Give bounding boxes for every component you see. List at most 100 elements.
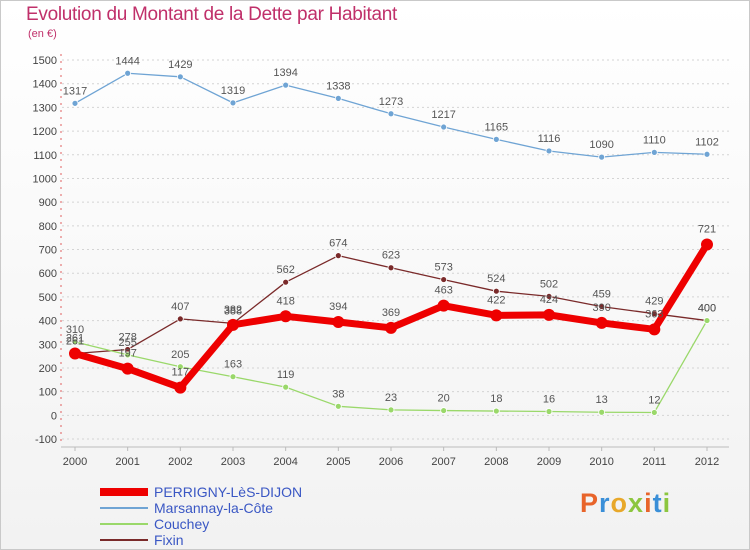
- x-tick-label: 2003: [221, 456, 245, 468]
- data-point: [598, 408, 606, 416]
- logo-letter: i: [662, 488, 672, 518]
- data-label: 429: [645, 296, 663, 308]
- data-label: 400: [698, 303, 716, 315]
- data-label: 1319: [221, 85, 245, 97]
- x-tick-label: 2011: [643, 456, 667, 468]
- logo-letter: i: [644, 488, 653, 518]
- data-label: 459: [592, 289, 610, 301]
- legend-swatch: [100, 539, 148, 541]
- data-label: 261: [66, 332, 84, 344]
- data-label: 400: [698, 303, 716, 315]
- data-point: [387, 264, 395, 272]
- data-label: 1317: [63, 85, 87, 97]
- data-point: [492, 287, 500, 295]
- y-tick-label: 1200: [33, 126, 57, 138]
- data-point: [176, 315, 184, 323]
- x-tick-label: 2012: [695, 456, 719, 468]
- data-label: 1110: [643, 134, 666, 146]
- data-point: [124, 351, 132, 359]
- y-tick-label: 0: [51, 410, 57, 422]
- legend-item: PERRIGNY-LèS-DIJON: [100, 484, 302, 500]
- legend-item: Marsannay-la-Côte: [100, 500, 302, 516]
- logo-letter: r: [599, 488, 611, 518]
- data-label: 18: [490, 393, 502, 405]
- data-point: [545, 408, 553, 415]
- data-point: [440, 276, 448, 283]
- data-label: 1165: [485, 121, 509, 133]
- data-point: [545, 293, 553, 300]
- x-tick-label: 2010: [589, 456, 613, 468]
- data-point: [282, 81, 290, 89]
- data-label: 674: [329, 238, 347, 250]
- data-label: 197: [118, 348, 136, 360]
- data-label: 1338: [326, 80, 350, 92]
- data-point: [492, 407, 500, 415]
- data-point: [332, 315, 345, 328]
- data-point: [69, 347, 81, 360]
- data-point: [650, 310, 658, 318]
- data-label: 1217: [431, 109, 455, 121]
- data-label: 562: [276, 264, 294, 276]
- logo-letter: P: [580, 488, 600, 518]
- data-point: [598, 303, 606, 310]
- legend-label: Marsannay-la-Côte: [154, 500, 274, 516]
- x-tick-label: 2009: [537, 456, 561, 468]
- y-tick-label: 300: [39, 339, 57, 351]
- y-tick-label: 500: [39, 292, 57, 304]
- x-tick-label: 2007: [431, 456, 455, 468]
- data-point: [227, 318, 239, 331]
- data-point: [703, 150, 711, 158]
- legend: PERRIGNY-LèS-DIJON Marsannay-la-Côte Cou…: [100, 484, 302, 548]
- data-point: [440, 123, 448, 131]
- data-point: [440, 407, 448, 414]
- x-tick-label: 2001: [115, 456, 139, 468]
- legend-swatch: [100, 523, 148, 525]
- data-point: [598, 153, 606, 161]
- data-label: 1102: [695, 136, 719, 148]
- data-label: 1116: [538, 133, 561, 145]
- x-tick-label: 2005: [326, 456, 350, 468]
- y-tick-label: 1100: [33, 150, 57, 162]
- data-point: [279, 310, 292, 323]
- data-label: 407: [171, 301, 189, 313]
- data-label: 1429: [168, 59, 192, 71]
- data-label: 721: [698, 224, 716, 236]
- data-label: 310: [66, 324, 84, 336]
- y-tick-label: -100: [35, 434, 57, 446]
- x-tick-label: 2004: [273, 456, 297, 468]
- data-point: [387, 110, 395, 118]
- data-label: 388: [224, 305, 242, 317]
- x-tick-label: 2002: [168, 456, 192, 468]
- legend-label: Fixin: [154, 532, 184, 548]
- data-label: 119: [277, 369, 295, 381]
- legend-swatch: [100, 488, 148, 496]
- x-tick-label: 2000: [63, 456, 87, 468]
- y-tick-label: 1400: [33, 79, 57, 91]
- chart-subtitle: (en €): [28, 28, 57, 40]
- data-point: [334, 252, 342, 260]
- logo-letter: x: [628, 488, 645, 518]
- chart-title: Evolution du Montant de la Dette par Hab…: [26, 4, 397, 25]
- data-point: [282, 278, 290, 286]
- data-point: [282, 383, 290, 391]
- data-point: [437, 299, 450, 312]
- legend-label: PERRIGNY-LèS-DIJON: [154, 484, 303, 500]
- data-label: 1273: [379, 96, 403, 108]
- logo-letter: t: [652, 488, 663, 518]
- data-label: 12: [648, 394, 660, 406]
- data-label: 623: [382, 250, 400, 262]
- data-label: 418: [276, 295, 294, 307]
- data-point: [492, 135, 500, 143]
- data-point: [595, 316, 608, 329]
- data-point: [71, 99, 79, 107]
- data-point: [71, 338, 79, 346]
- data-point: [385, 321, 397, 334]
- proxiti-logo: Proxiti: [580, 488, 671, 519]
- y-tick-label: 1300: [33, 102, 57, 114]
- y-tick-label: 400: [39, 316, 57, 328]
- data-point: [174, 381, 187, 394]
- legend-item: Fixin: [100, 532, 302, 548]
- y-tick-label: 600: [39, 268, 57, 280]
